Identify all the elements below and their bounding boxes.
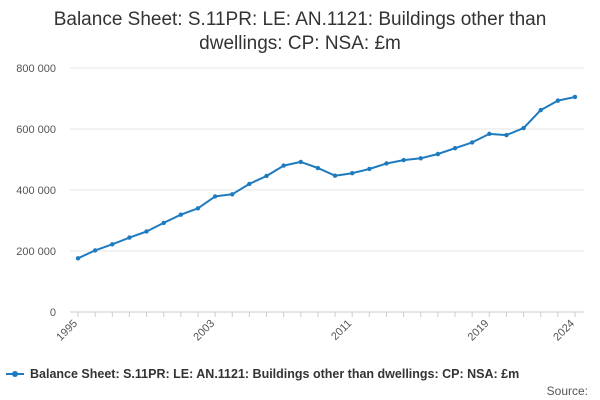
x-tick-label: 2011 [329, 318, 354, 343]
y-tick-label: 0 [50, 307, 56, 319]
x-tick-label: 2024 [551, 318, 577, 344]
data-point [230, 192, 235, 197]
data-point [264, 173, 269, 179]
data-point [418, 156, 423, 161]
data-point [92, 248, 98, 253]
y-tick-label: 200 000 [16, 246, 56, 258]
data-point [144, 229, 149, 234]
data-point [521, 125, 526, 131]
data-point [555, 98, 561, 103]
data-point [281, 163, 286, 168]
source-label: Source: [546, 384, 588, 398]
data-point [384, 161, 389, 166]
data-point [75, 256, 81, 261]
data-point [401, 157, 406, 163]
legend-line-marker [6, 371, 24, 377]
series-line [77, 96, 576, 260]
data-point [247, 181, 252, 187]
data-point [350, 171, 355, 176]
data-point [315, 165, 321, 171]
x-tick-label: 1995 [54, 318, 80, 344]
data-point [452, 146, 458, 151]
legend-label: Balance Sheet: S.11PR: LE: AN.1121: Buil… [30, 367, 520, 381]
y-tick-label: 400 000 [16, 185, 56, 197]
y-tick-label: 800 000 [16, 63, 56, 75]
data-point [487, 131, 492, 137]
data-point [298, 159, 303, 165]
data-point [195, 206, 201, 211]
data-point [127, 235, 132, 240]
legend[interactable]: Balance Sheet: S.11PR: LE: AN.1121: Buil… [6, 367, 519, 381]
data-point [469, 140, 475, 145]
y-tick-label: 600 000 [16, 124, 56, 136]
x-tick-label: 2003 [191, 318, 217, 344]
data-point [212, 194, 218, 199]
data-point [332, 173, 338, 178]
chart-title: Balance Sheet: S.11PR: LE: AN.1121: Buil… [0, 8, 600, 56]
chart-title-line-2: dwellings: CP: NSA: £m [199, 33, 401, 54]
data-point [504, 132, 509, 138]
data-point [538, 107, 543, 113]
chart-title-line-1: Balance Sheet: S.11PR: LE: AN.1121: Buil… [53, 9, 547, 30]
data-point [161, 220, 166, 226]
x-tick-label: 2019 [466, 318, 492, 344]
data-point [110, 242, 115, 247]
data-point [367, 166, 372, 172]
data-point [572, 94, 578, 100]
data-point [435, 151, 441, 157]
data-point [178, 212, 184, 217]
